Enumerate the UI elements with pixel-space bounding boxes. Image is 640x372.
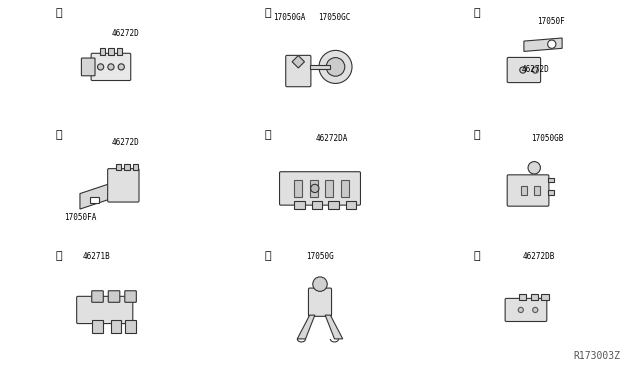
- Text: Ⓔ: Ⓔ: [264, 130, 271, 140]
- Polygon shape: [292, 55, 305, 68]
- Text: 17050F: 17050F: [537, 17, 565, 26]
- Text: Ⓕ: Ⓕ: [474, 130, 480, 140]
- Bar: [325, 180, 333, 197]
- Bar: [328, 201, 339, 209]
- Bar: [531, 295, 538, 299]
- Text: 46272D: 46272D: [521, 65, 549, 74]
- Text: Ⓐ: Ⓐ: [56, 9, 62, 19]
- Circle shape: [532, 67, 538, 73]
- Bar: [294, 201, 305, 209]
- Text: 17050GB: 17050GB: [531, 134, 563, 144]
- Circle shape: [518, 307, 524, 312]
- Circle shape: [532, 307, 538, 312]
- Polygon shape: [524, 38, 562, 51]
- Text: 17050G: 17050G: [306, 252, 334, 262]
- Bar: [548, 190, 554, 195]
- Circle shape: [310, 184, 319, 193]
- Bar: [312, 201, 322, 209]
- Text: Ⓖ: Ⓖ: [56, 251, 62, 262]
- FancyBboxPatch shape: [108, 291, 120, 302]
- Bar: [346, 201, 356, 209]
- Bar: [116, 48, 122, 55]
- Circle shape: [97, 64, 104, 70]
- FancyBboxPatch shape: [125, 291, 136, 302]
- Text: 17050GA: 17050GA: [273, 13, 306, 22]
- Bar: [116, 164, 121, 170]
- Bar: [92, 320, 102, 333]
- FancyBboxPatch shape: [77, 296, 133, 324]
- FancyBboxPatch shape: [91, 53, 131, 80]
- Bar: [111, 320, 121, 333]
- Bar: [108, 48, 113, 55]
- Circle shape: [118, 64, 124, 70]
- Text: R173003Z: R173003Z: [574, 351, 621, 361]
- Text: 46272DB: 46272DB: [523, 252, 555, 262]
- Circle shape: [313, 277, 327, 291]
- Text: Ⓓ: Ⓓ: [56, 130, 62, 140]
- Polygon shape: [325, 315, 343, 339]
- FancyBboxPatch shape: [308, 288, 332, 316]
- Circle shape: [548, 40, 556, 48]
- Circle shape: [520, 67, 526, 73]
- Bar: [519, 295, 526, 299]
- Text: 17050FA: 17050FA: [65, 214, 97, 222]
- Bar: [541, 295, 548, 299]
- Bar: [132, 164, 138, 170]
- FancyBboxPatch shape: [507, 175, 549, 206]
- Circle shape: [528, 161, 540, 174]
- FancyBboxPatch shape: [92, 291, 103, 302]
- Text: 46272DA: 46272DA: [316, 134, 348, 144]
- Polygon shape: [297, 315, 315, 339]
- FancyBboxPatch shape: [81, 58, 95, 76]
- FancyBboxPatch shape: [280, 172, 360, 205]
- Bar: [340, 180, 349, 197]
- Text: Ⓒ: Ⓒ: [474, 9, 480, 19]
- Bar: [310, 180, 318, 197]
- Text: 17050GC: 17050GC: [318, 13, 351, 22]
- Bar: [294, 180, 303, 197]
- FancyBboxPatch shape: [505, 298, 547, 321]
- Text: 46272D: 46272D: [111, 29, 140, 38]
- Circle shape: [319, 50, 352, 83]
- FancyBboxPatch shape: [108, 169, 139, 202]
- Text: 46271B: 46271B: [83, 252, 110, 262]
- Text: Ⓘ: Ⓘ: [474, 251, 480, 262]
- Bar: [100, 48, 105, 55]
- FancyBboxPatch shape: [507, 57, 541, 83]
- Polygon shape: [80, 178, 127, 209]
- FancyBboxPatch shape: [285, 55, 311, 87]
- Bar: [125, 320, 136, 333]
- Bar: [90, 197, 99, 203]
- Bar: [534, 186, 540, 195]
- Bar: [310, 65, 330, 69]
- Text: Ⓗ: Ⓗ: [264, 251, 271, 262]
- Bar: [521, 186, 527, 195]
- Circle shape: [108, 64, 114, 70]
- Bar: [124, 164, 129, 170]
- Circle shape: [326, 58, 345, 76]
- Text: Ⓑ: Ⓑ: [264, 9, 271, 19]
- Bar: [548, 178, 554, 182]
- Text: 46272D: 46272D: [111, 138, 140, 147]
